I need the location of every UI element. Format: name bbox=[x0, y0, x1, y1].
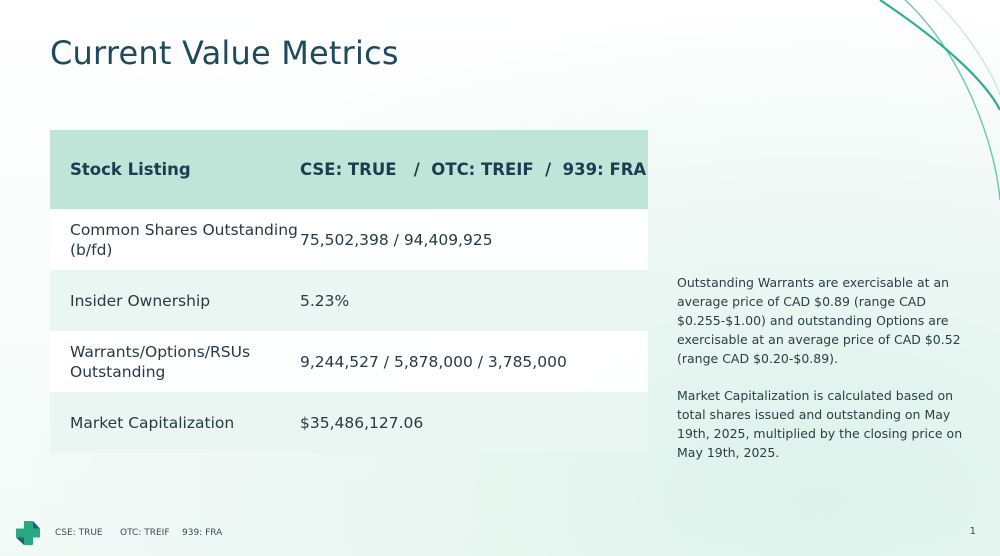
footer-cse: CSE: TRUE bbox=[55, 528, 103, 538]
row-value: 75,502,398 / 94,409,925 bbox=[300, 209, 648, 270]
row-label: Warrants/Options/RSUs Outstanding bbox=[50, 331, 300, 392]
stock-listing-label: Stock Listing bbox=[50, 130, 300, 209]
table-header-row: Stock Listing CSE: TRUE / OTC: TREIF / 9… bbox=[50, 130, 648, 209]
market-cap-note: Market Capitalization is calculated base… bbox=[677, 388, 963, 460]
stock-listing-value: CSE: TRUE / OTC: TREIF / 939: FRA bbox=[300, 130, 648, 209]
page-number: 1 bbox=[969, 526, 976, 537]
footer-otc: OTC: TREIF bbox=[120, 528, 170, 538]
metrics-table: Stock Listing CSE: TRUE / OTC: TREIF / 9… bbox=[50, 130, 648, 453]
warrants-note: Outstanding Warrants are exercisable at … bbox=[677, 275, 961, 366]
footnotes: Outstanding Warrants are exercisable at … bbox=[677, 273, 967, 462]
footer-fra: 939: FRA bbox=[182, 528, 223, 538]
table-row: Insider Ownership 5.23% bbox=[50, 270, 648, 331]
slide-footer: CSE: TRUE OTC: TREIF 939: FRA 1 bbox=[0, 518, 1000, 548]
slide-title: Current Value Metrics bbox=[50, 34, 399, 72]
row-value: 5.23% bbox=[300, 270, 648, 331]
row-label: Market Capitalization bbox=[50, 392, 300, 453]
company-logo-icon bbox=[16, 521, 40, 545]
table-row: Common Shares Outstanding (b/fd) 75,502,… bbox=[50, 209, 648, 270]
table-row: Market Capitalization $35,486,127.06 bbox=[50, 392, 648, 453]
row-label: Insider Ownership bbox=[50, 270, 300, 331]
row-label: Common Shares Outstanding (b/fd) bbox=[50, 209, 300, 270]
row-value: 9,244,527 / 5,878,000 / 3,785,000 bbox=[300, 331, 648, 392]
table-row: Warrants/Options/RSUs Outstanding 9,244,… bbox=[50, 331, 648, 392]
row-value: $35,486,127.06 bbox=[300, 392, 648, 453]
